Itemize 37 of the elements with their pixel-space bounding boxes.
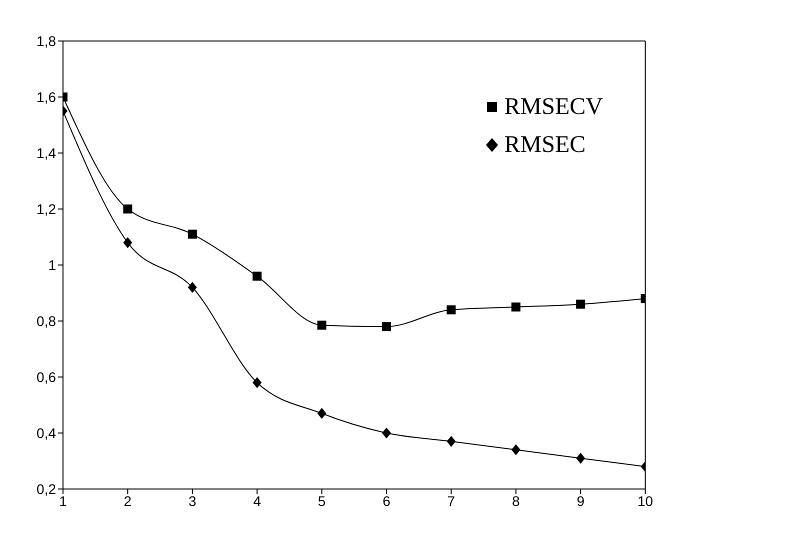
point <box>317 408 326 419</box>
x-tick-label: 5 <box>318 492 326 509</box>
point <box>576 300 586 309</box>
x-tick-label: 3 <box>188 492 196 509</box>
x-tick-label: 10 <box>638 492 654 509</box>
y-tick-label: 1,6 <box>36 88 56 105</box>
point <box>511 444 520 456</box>
point <box>317 320 326 330</box>
point <box>252 377 262 388</box>
x-tick-label: 7 <box>447 492 456 509</box>
point <box>382 322 391 332</box>
point <box>382 428 391 438</box>
point <box>511 302 520 312</box>
y-tick-label: 0,8 <box>36 312 56 329</box>
y-tick-label: 0,4 <box>36 424 56 441</box>
x-tick-label: 9 <box>576 492 585 509</box>
point <box>188 282 197 293</box>
legend-label: RMSECV <box>504 93 603 122</box>
point <box>188 230 197 239</box>
point <box>576 452 586 464</box>
y-tick-label: 0,6 <box>36 368 56 385</box>
x-tick-label: 8 <box>512 492 520 509</box>
y-tick-label: 1,8 <box>36 32 56 49</box>
point <box>123 237 132 248</box>
x-tick-label: 2 <box>124 492 132 509</box>
x-tick-label: 1 <box>59 492 68 509</box>
y-tick-label: 1,4 <box>36 144 56 161</box>
point <box>252 272 262 281</box>
x-tick-label: 6 <box>382 492 391 509</box>
y-tick-label: 1,2 <box>36 200 56 217</box>
legend-label: RMSEC <box>504 131 586 160</box>
point <box>446 305 456 314</box>
y-tick-label: 0,2 <box>36 480 56 497</box>
x-tick-label: 4 <box>253 492 262 509</box>
point <box>446 436 456 447</box>
point <box>123 204 132 214</box>
y-tick-label: 1 <box>48 256 56 273</box>
